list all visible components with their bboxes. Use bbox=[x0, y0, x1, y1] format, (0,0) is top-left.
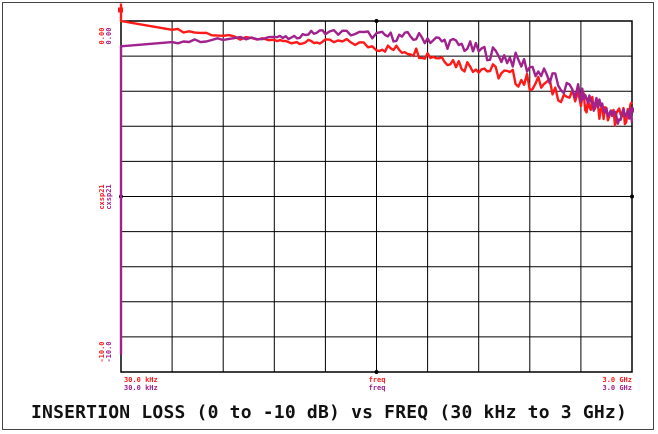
y-tick-label-bottom-2: -10.0 bbox=[105, 341, 113, 362]
y-axis-label-mid-2: cxsp21 bbox=[105, 184, 113, 209]
y-tick-label-bottom-1: -10.0 bbox=[98, 341, 106, 362]
series-1-start-marker bbox=[118, 7, 123, 13]
chart-caption: INSERTION LOSS (0 to -10 dB) vs FREQ (30… bbox=[31, 402, 627, 423]
center-marker-bottom bbox=[374, 370, 379, 374]
chart-frame bbox=[2, 2, 654, 430]
center-marker-top bbox=[374, 19, 379, 23]
center-marker-right bbox=[630, 194, 634, 199]
x-tick-label-right-1: 3.0 GHz bbox=[602, 376, 632, 384]
x-tick-label-left-2: 30.0 kHz bbox=[124, 384, 158, 392]
x-tick-label-left-1: 30.0 kHz bbox=[124, 376, 158, 384]
y-tick-label-top-1: 0.00 bbox=[98, 28, 106, 45]
y-tick-label-top-2: 0.00 bbox=[105, 28, 113, 45]
series-2-end-marker bbox=[629, 107, 634, 113]
x-axis-label-center-2: freq bbox=[369, 384, 386, 392]
y-axis-label-mid-1: cxsp21 bbox=[98, 184, 106, 209]
x-tick-label-right-2: 3.0 GHz bbox=[602, 384, 632, 392]
series-2-line bbox=[119, 29, 634, 355]
x-axis-label-center-1: freq bbox=[369, 376, 386, 384]
